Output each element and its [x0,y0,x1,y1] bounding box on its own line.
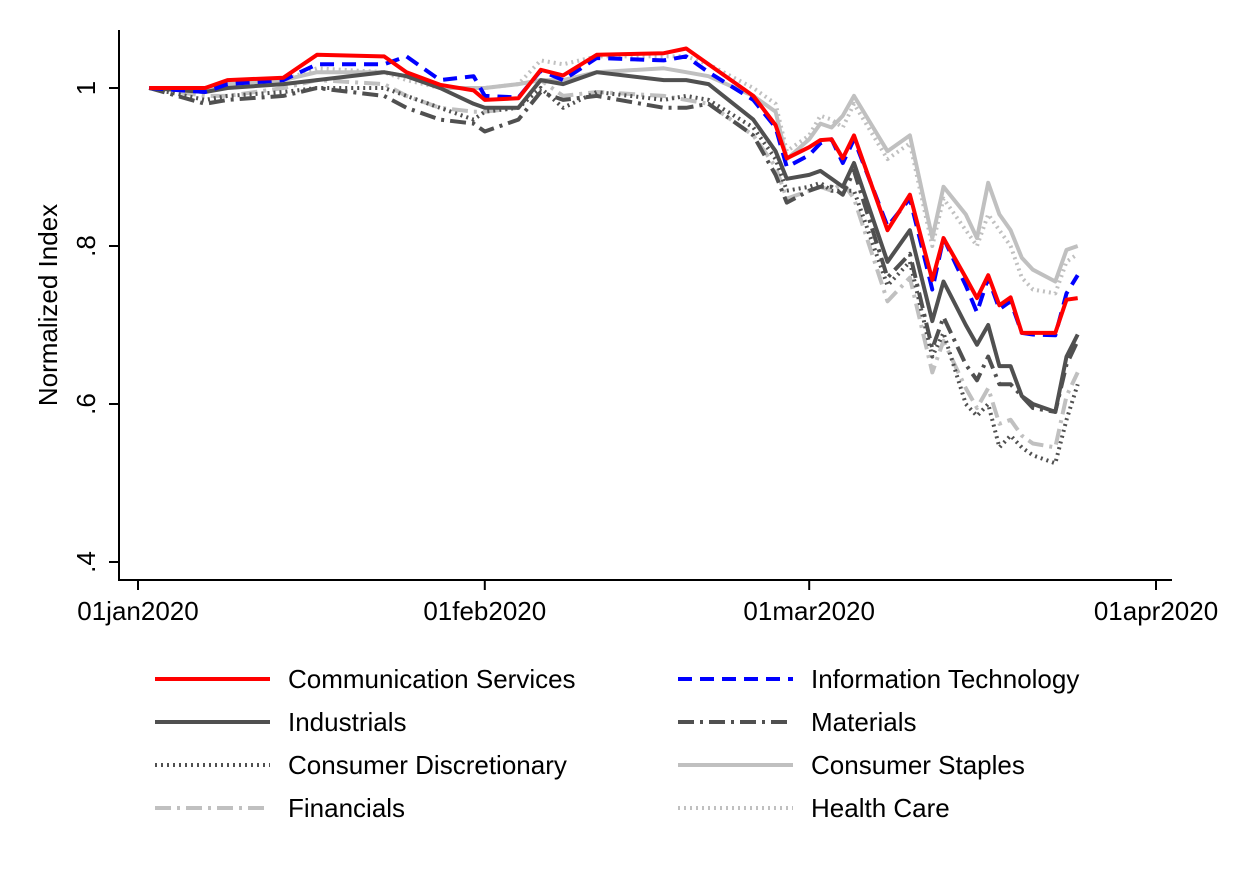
series-line-communication-services [149,46,1078,335]
legend-label: Consumer Discretionary [288,750,567,780]
y-tick-label: .6 [71,393,101,415]
x-tick-label: 01feb2020 [423,596,546,626]
y-tick-label: .8 [71,235,101,257]
x-ticks: 01jan2020 01feb2020 01mar2020 01apr2020 [77,580,1218,626]
axes [118,30,1172,581]
legend-label: Communication Services [288,664,576,694]
x-tick-label: 01mar2020 [743,596,875,626]
legend-label: Industrials [288,707,407,737]
legend-label: Consumer Staples [811,750,1025,780]
x-tick-label: 01apr2020 [1094,596,1218,626]
series-line-health-care [149,54,1079,296]
legend-label: Financials [288,793,405,823]
series-lines [148,46,1080,466]
series-line-consumer-discretionary [148,86,1080,466]
y-tick-label: 1 [71,81,101,95]
series-line-industrials [149,70,1080,414]
y-axis-label: Normalized Index [33,204,63,406]
y-tick-label: .4 [71,551,101,573]
legend-label: Health Care [811,793,950,823]
legend-label: Materials [811,707,916,737]
legend-label: Information Technology [811,664,1079,694]
x-tick-label: 01jan2020 [77,596,198,626]
series-line-materials [148,86,1080,414]
y-ticks: .4 .6 .8 1 [71,81,119,573]
legend: Communication Services Information Techno… [155,664,1079,823]
